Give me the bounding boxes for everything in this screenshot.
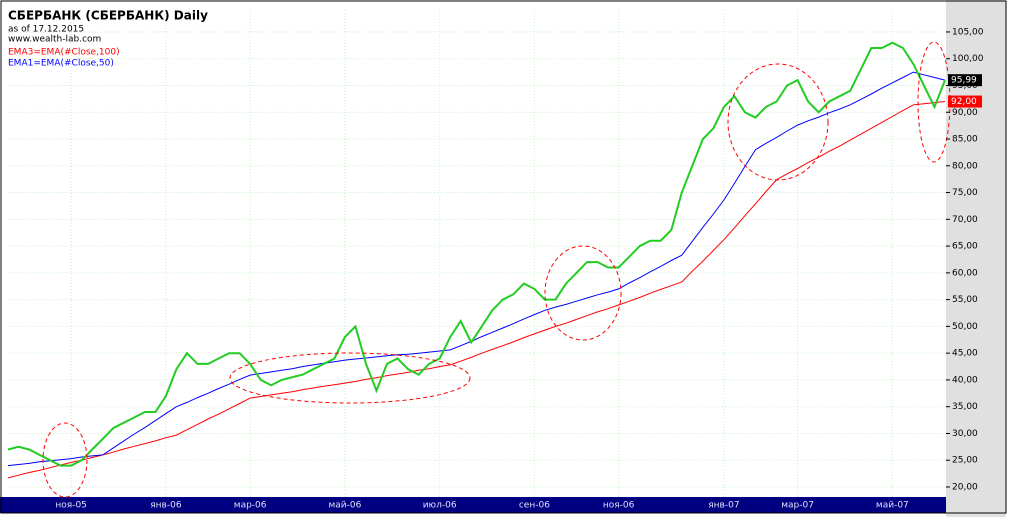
y-tick-label: 70,00 [952,215,978,225]
y-tick-label: 20,00 [952,482,978,492]
end-label: 95,99 [951,76,977,86]
x-tick-label: сен-06 [519,501,550,511]
highlight-ellipse [727,63,829,181]
x-tick-label: янв-07 [708,501,739,511]
y-tick-label: 80,00 [952,161,978,171]
legend-entry: EMA3=EMA(#Close,100) [8,48,120,58]
legend-entry: EMA1=EMA(#Close,50) [8,59,114,69]
chart-subtitle: as of 17.12.2015 [8,25,84,35]
x-tick-label: ноя-05 [55,501,87,511]
y-tick-label: 60,00 [952,268,978,278]
highlight-ellipse [544,245,622,341]
chart-title: СБЕРБАНК (СБЕРБАНК) Daily [8,9,208,23]
x-tick-label: май-06 [328,501,361,511]
x-tick-label: май-07 [876,501,909,511]
x-tick-label: мар-06 [234,501,267,511]
end-label: 92,00 [951,97,977,107]
y-tick-label: 35,00 [952,402,978,412]
y-tick-label: 50,00 [952,322,978,332]
x-tick-label: мар-07 [781,501,814,511]
y-tick-label: 75,00 [952,188,978,198]
x-tick-label: янв-06 [150,501,182,511]
x-axis-band [0,497,946,513]
highlight-ellipse [229,352,471,404]
series-line [7,41,946,467]
y-tick-label: 45,00 [952,349,978,359]
y-tick-label: 105,00 [952,27,984,37]
end-label-box [948,74,982,87]
y-tick-label: 55,00 [952,295,978,305]
highlight-ellipse [42,422,88,498]
x-tick-label: ноя-06 [603,501,635,511]
y-tick-label: 40,00 [952,375,978,385]
series-line [7,71,946,467]
y-tick-label: 90,00 [952,108,978,118]
x-tick-label: июл-06 [423,501,457,511]
end-label-box [948,95,982,108]
y-tick-label: 25,00 [952,456,978,466]
y-tick-label: 85,00 [952,135,978,145]
y-tick-label: 30,00 [952,429,978,439]
y-tick-label: 65,00 [952,242,978,252]
source: www.wealth-lab.com [8,35,101,45]
series-line [7,101,946,479]
plot-area [7,10,946,497]
y-tick-label: 100,00 [952,54,984,64]
